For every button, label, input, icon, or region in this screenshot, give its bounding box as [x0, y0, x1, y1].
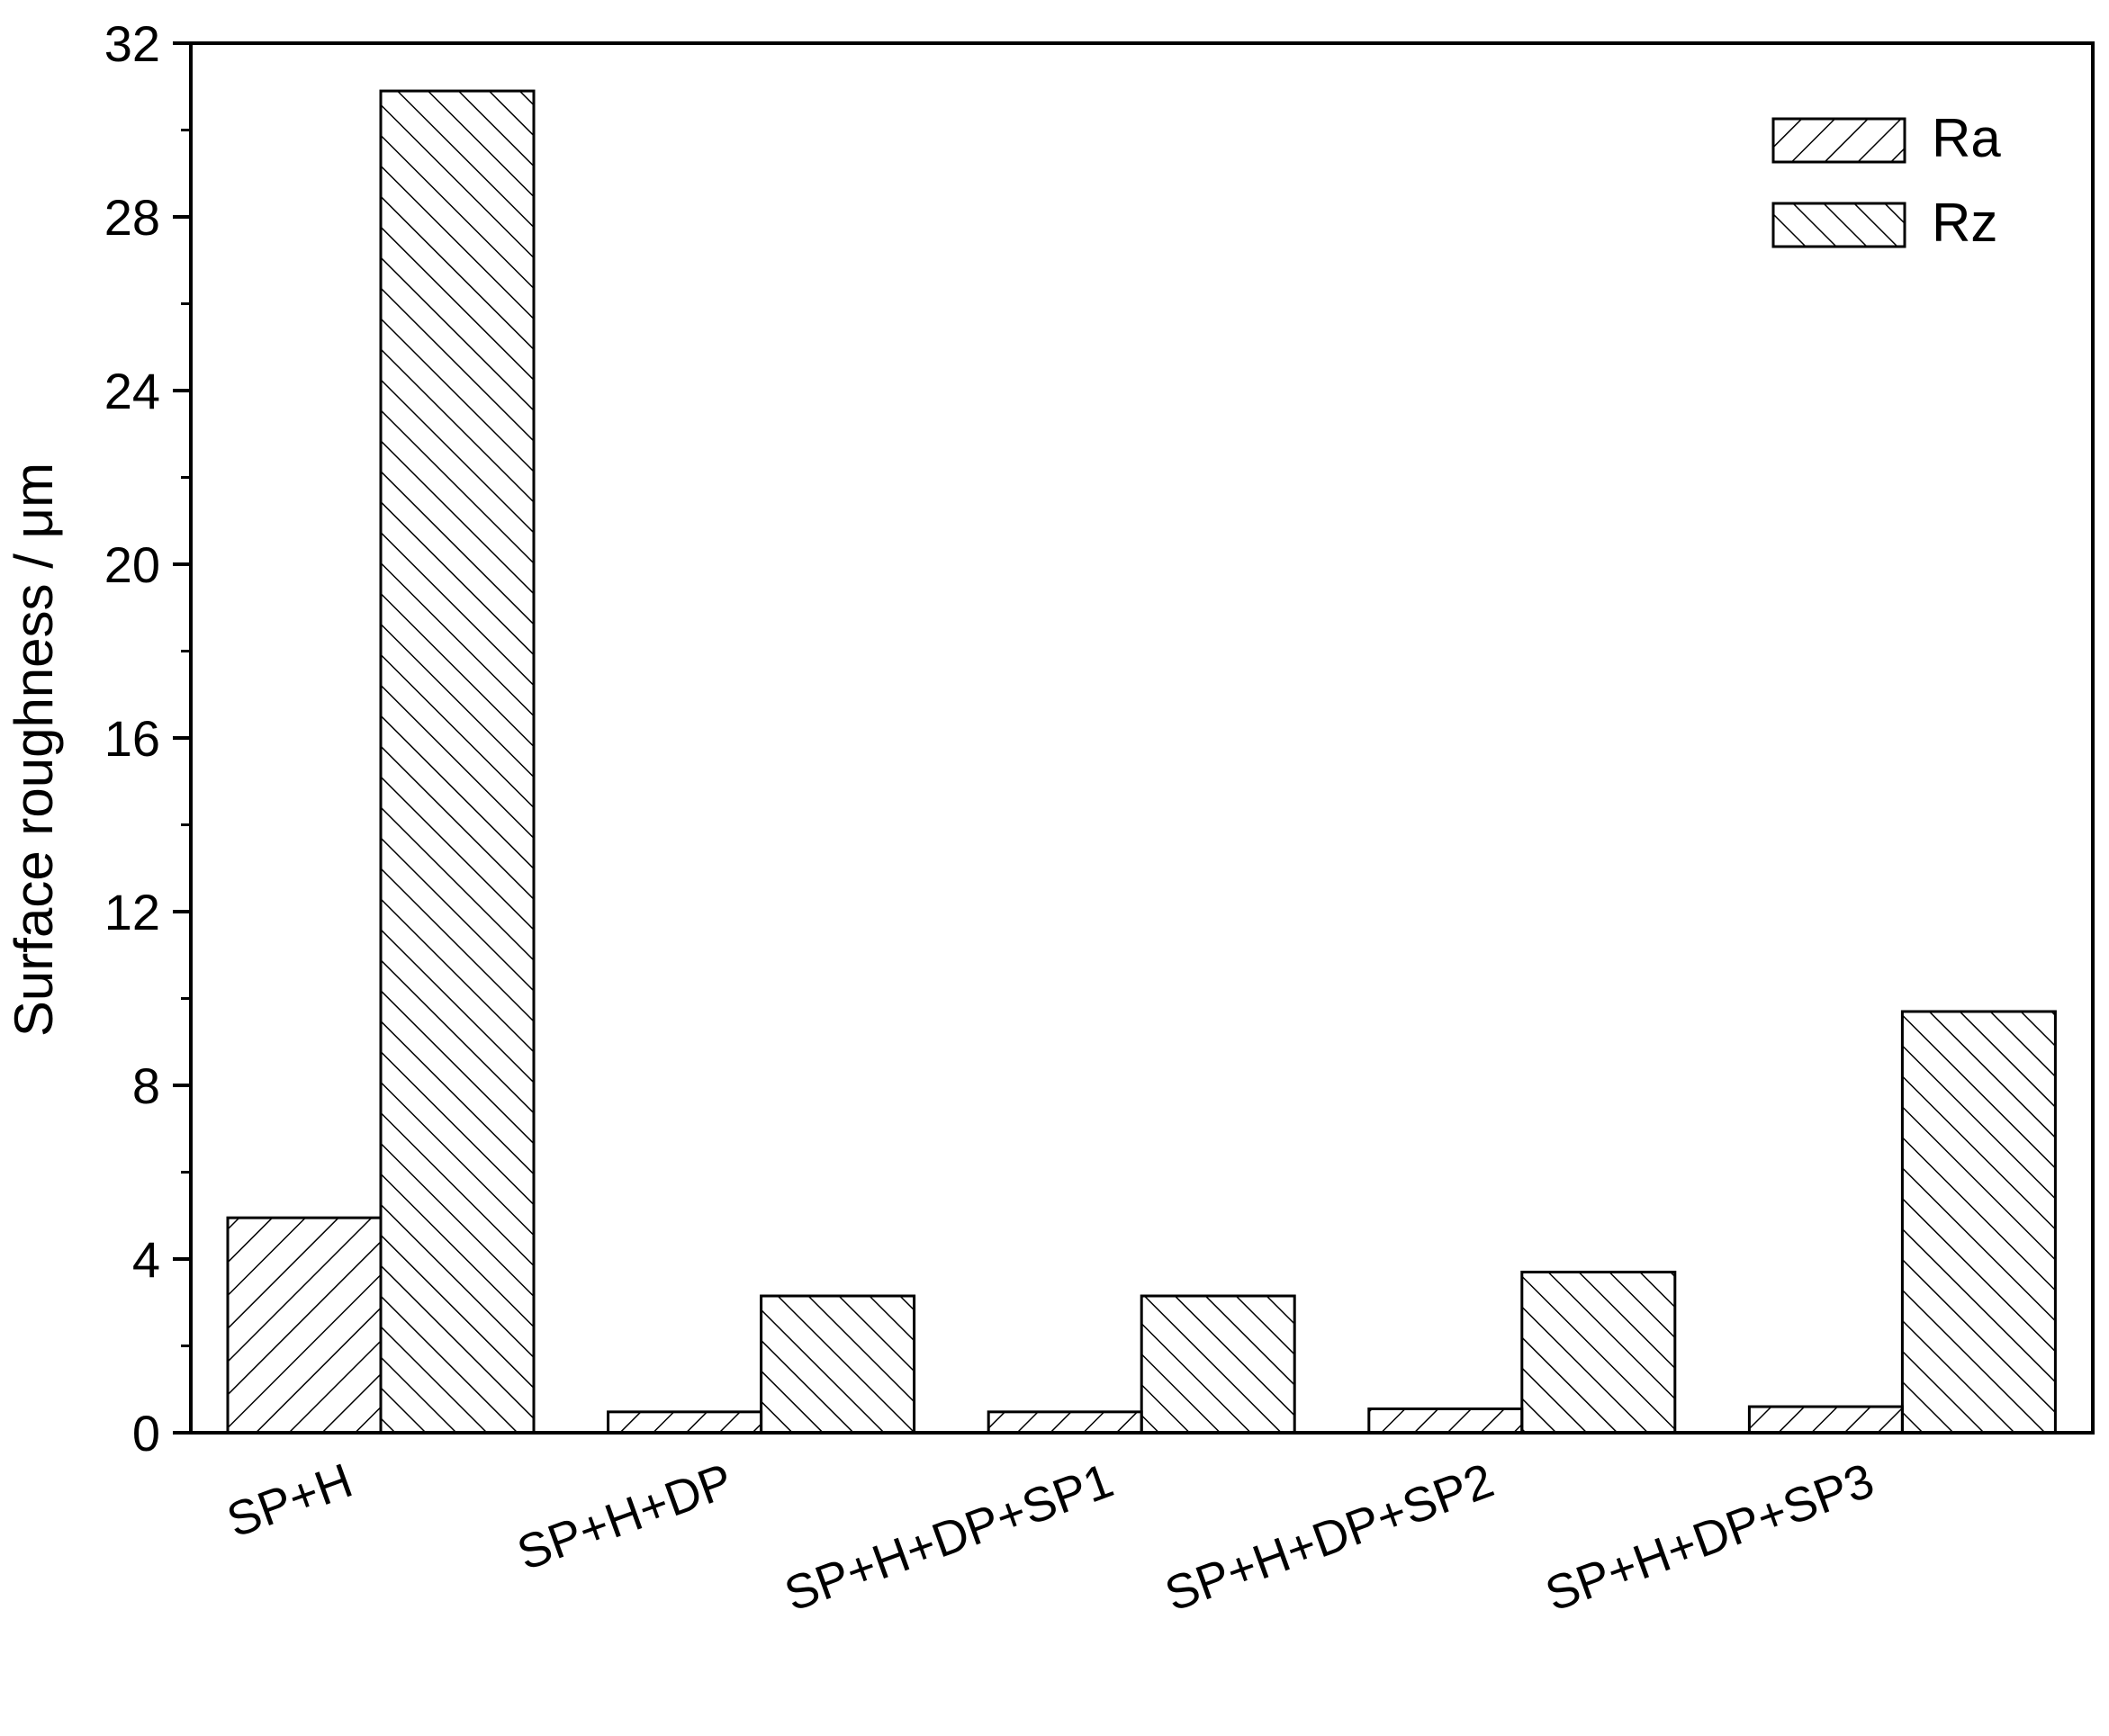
bar-rz-4 [1900, 1010, 2057, 1435]
y-tick-label: 32 [104, 15, 160, 72]
y-tick-label: 24 [104, 363, 160, 419]
y-axis-label: Surface roughness / μm [4, 463, 64, 1037]
legend-label-ra: Ra [1932, 108, 2001, 168]
x-tick-label: SP+H+DP+SP2 [1158, 1453, 1501, 1622]
x-tick-label: SP+H+DP+SP3 [1538, 1453, 1880, 1622]
bar-rz-1 [760, 1294, 916, 1435]
y-tick-label: 20 [104, 536, 160, 593]
bar-ra-4 [1747, 1405, 1904, 1435]
bar-ra-2 [987, 1410, 1143, 1435]
x-tick-label: SP+H+DP [510, 1453, 740, 1581]
y-tick-label: 28 [104, 189, 160, 246]
bar-rz-0 [379, 89, 536, 1435]
y-tick-label: 8 [132, 1057, 160, 1114]
y-tick-label: 0 [132, 1405, 160, 1462]
legend-swatch-rz [1771, 202, 1906, 248]
y-tick-label: 12 [104, 884, 160, 940]
x-tick-label: SP+H [221, 1453, 360, 1548]
axes-group: 0 4 8 12 16 20 24 28 32 [104, 15, 2095, 1462]
x-tick-label: SP+H+DP+SP1 [778, 1453, 1120, 1622]
bars-group [226, 89, 2057, 1435]
bar-rz-3 [1520, 1270, 1677, 1435]
y-tick-label: 16 [104, 710, 160, 767]
bar-rz-2 [1140, 1294, 1296, 1435]
bar-ra-3 [1367, 1407, 1524, 1435]
legend: Ra Rz [1771, 108, 2001, 253]
y-tick-label: 4 [132, 1231, 160, 1288]
legend-label-rz: Rz [1932, 193, 1997, 253]
bar-ra-1 [607, 1410, 763, 1435]
x-tick-labels: SP+H SP+H+DP SP+H+DP+SP1 SP+H+DP+SP2 SP+H+DP… [221, 1453, 1881, 1622]
legend-swatch-ra [1771, 117, 1906, 164]
bar-ra-0 [226, 1216, 383, 1435]
